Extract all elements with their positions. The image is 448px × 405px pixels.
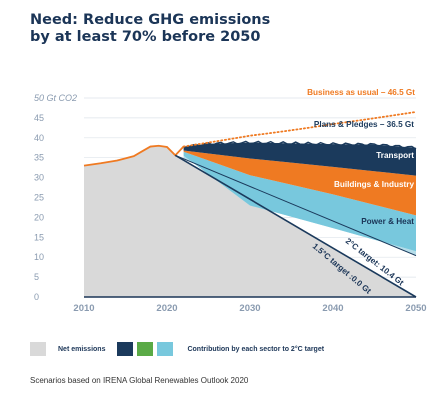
footnote: Scenarios based on IRENA Global Renewabl… [30,376,249,385]
legend-swatch-transport [117,342,134,356]
x-tick-label-2020: 2020 [156,303,177,314]
legend-swatch-green [137,342,154,356]
y-tick-label-15: 15 [34,232,44,242]
chart-title-line-2: by at least 70% before 2050 [30,29,261,45]
legend-swatch-net-emissions [30,342,46,356]
business-as-usual-line [182,111,417,148]
historical-emissions-line [83,144,185,167]
plans-pledges-label: Plans & Pledges – 36.5 Gt [314,120,414,129]
sector-area-buildings-industry [183,150,416,216]
y-tick-label-35: 35 [34,153,44,163]
legend-label-net-emissions: Net emissions [58,345,106,353]
y-tick-label-45: 45 [34,113,44,123]
y-tick-label-25: 25 [34,193,44,203]
sector-label-transport: Transport [376,151,414,160]
y-tick-label-5: 5 [34,272,39,282]
legend-label-contribution: Contribution by each sector to 2°C targe… [187,345,325,353]
plans-pledges-line [183,140,417,150]
x-tick-label-2010: 2010 [73,303,94,314]
legend: Net emissions Contribution by each secto… [30,341,324,357]
target-2c-line [175,154,417,257]
net-emissions-area [84,145,416,297]
y-tick-label-30: 30 [34,173,44,183]
legend-swatch-power-heat [157,342,174,356]
target-15c-line [174,154,417,298]
chart-title: Need: Reduce GHG emissions by at least 7… [30,12,430,46]
y-tick-label-20: 20 [34,212,44,222]
x-tick-label-2050: 2050 [405,303,426,314]
x-tick-label-2030: 2030 [239,303,260,314]
y-tick-label-10: 10 [34,252,44,262]
y-tick-label-0: 0 [34,292,39,302]
x-tick-label-2040: 2040 [322,303,343,314]
y-tick-label-40: 40 [34,133,44,143]
sector-label-buildings-industry: Buildings & Industry [334,180,415,189]
y-unit-label: 50 Gt CO2 [34,93,77,103]
sector-area-transport [183,142,416,176]
sector-area-power-heat [183,151,416,252]
sector-label-power-heat: Power & Heat [361,217,414,226]
chart-title-line-1: Need: Reduce GHG emissions [30,12,271,28]
business-as-usual-label: Business as usual – 46.5 Gt [307,88,415,97]
